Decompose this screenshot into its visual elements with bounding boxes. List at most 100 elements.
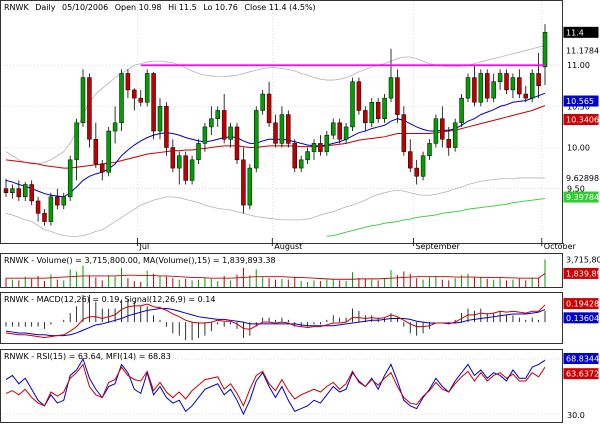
candle-body bbox=[247, 167, 253, 206]
candle-body bbox=[87, 77, 92, 140]
candle bbox=[87, 73, 92, 148]
candle bbox=[119, 69, 124, 132]
candle-body bbox=[382, 97, 387, 119]
candle-body bbox=[183, 155, 188, 181]
macd-legend: RNWK - MACD(12,26) = 0.19, Signal(12,26,… bbox=[4, 295, 215, 304]
macd-line bbox=[5, 303, 546, 338]
candle bbox=[42, 209, 47, 226]
candle bbox=[356, 77, 362, 115]
candle-body bbox=[67, 159, 73, 198]
macd-value-labels: 0.194284 0.136049 bbox=[563, 298, 600, 324]
macd-signal-line bbox=[5, 308, 546, 337]
ma-200-line bbox=[326, 198, 546, 237]
rsi-mfi-lines bbox=[1, 357, 562, 416]
candle bbox=[10, 184, 15, 199]
candle-body bbox=[10, 188, 15, 194]
candle-body bbox=[433, 118, 439, 144]
price-value-label: 10.565 bbox=[566, 97, 594, 106]
candle bbox=[125, 69, 131, 99]
candle bbox=[414, 159, 419, 185]
candle bbox=[433, 114, 439, 148]
candle bbox=[375, 98, 381, 123]
candle-body bbox=[446, 139, 451, 148]
price-value-label: 10.3406 bbox=[566, 115, 599, 124]
rsi-legend: RNWK - RSI(15) = 63.64, MFI(14) = 68.83 bbox=[4, 352, 171, 361]
price-tick-label: 11.00 bbox=[567, 61, 590, 70]
candle bbox=[504, 69, 509, 95]
volume-panel-frame bbox=[0, 253, 563, 288]
price-value-labels: 11.4 11.1784 10.565 10.3406 9.62898 9.39784 bbox=[563, 26, 599, 203]
macd-value-label-box bbox=[563, 298, 599, 310]
price-tick-label: 10.00 bbox=[567, 144, 590, 153]
candle-body bbox=[375, 102, 381, 119]
candle-body bbox=[542, 32, 548, 68]
candle-body bbox=[151, 73, 156, 132]
price-value-label-box bbox=[563, 26, 599, 38]
candle bbox=[260, 89, 265, 115]
candle-body bbox=[48, 196, 54, 222]
candle bbox=[23, 182, 28, 201]
candle bbox=[529, 69, 535, 103]
candle bbox=[485, 69, 490, 103]
candle-body bbox=[23, 184, 28, 198]
candle-body bbox=[260, 93, 265, 111]
candle bbox=[331, 118, 336, 140]
candle-body bbox=[523, 93, 528, 99]
volume-value-label-box bbox=[563, 267, 599, 279]
candle bbox=[234, 122, 240, 164]
candle bbox=[478, 69, 484, 107]
price-value-label: 9.62898 bbox=[566, 174, 599, 183]
candle-body bbox=[221, 110, 227, 140]
rsi-value-label-box bbox=[563, 353, 599, 365]
candle-body bbox=[305, 151, 310, 161]
candle bbox=[324, 131, 330, 156]
candle-body bbox=[311, 143, 317, 152]
volume-value-label-box bbox=[563, 254, 599, 266]
candle bbox=[164, 102, 169, 156]
candle-body bbox=[61, 196, 66, 206]
candle-body bbox=[536, 73, 541, 87]
candle-body bbox=[318, 143, 323, 152]
candle-body bbox=[337, 122, 342, 140]
candle-body bbox=[202, 126, 208, 144]
price-value-label: 11.4 bbox=[566, 28, 584, 37]
candle bbox=[48, 192, 54, 226]
candle bbox=[241, 147, 246, 214]
candle-body bbox=[286, 114, 291, 144]
candle bbox=[100, 159, 105, 181]
candle bbox=[112, 106, 118, 144]
candle-body bbox=[401, 114, 407, 152]
candle-body bbox=[132, 89, 137, 99]
candle bbox=[542, 24, 548, 85]
candle bbox=[305, 147, 310, 164]
price-value-label-box bbox=[563, 95, 599, 107]
candle-body bbox=[273, 122, 278, 144]
candle bbox=[510, 73, 516, 99]
month-label: August bbox=[274, 242, 302, 251]
candle-body bbox=[125, 73, 131, 91]
candle-body bbox=[395, 77, 400, 115]
volume-value-label: 3,715,800 bbox=[566, 256, 600, 265]
header-open: Open 10.98 bbox=[115, 3, 162, 12]
candle bbox=[286, 110, 291, 148]
candle-body bbox=[388, 77, 394, 99]
candle-body bbox=[3, 188, 9, 194]
candle bbox=[132, 88, 137, 111]
candle bbox=[420, 151, 426, 181]
candle-body bbox=[350, 81, 355, 128]
candle-body bbox=[331, 122, 336, 136]
candle-body bbox=[298, 159, 304, 169]
candle bbox=[209, 106, 214, 136]
candle bbox=[183, 151, 188, 185]
candle-body bbox=[266, 93, 272, 124]
candle-body bbox=[497, 73, 503, 82]
header-period: Daily bbox=[35, 3, 56, 12]
candle-body bbox=[209, 118, 214, 128]
candle-body bbox=[170, 147, 176, 169]
candle-body bbox=[196, 143, 201, 161]
candle-body bbox=[343, 126, 349, 140]
candle-body bbox=[100, 163, 105, 173]
candle-body bbox=[144, 73, 150, 103]
candle-body bbox=[106, 130, 111, 173]
